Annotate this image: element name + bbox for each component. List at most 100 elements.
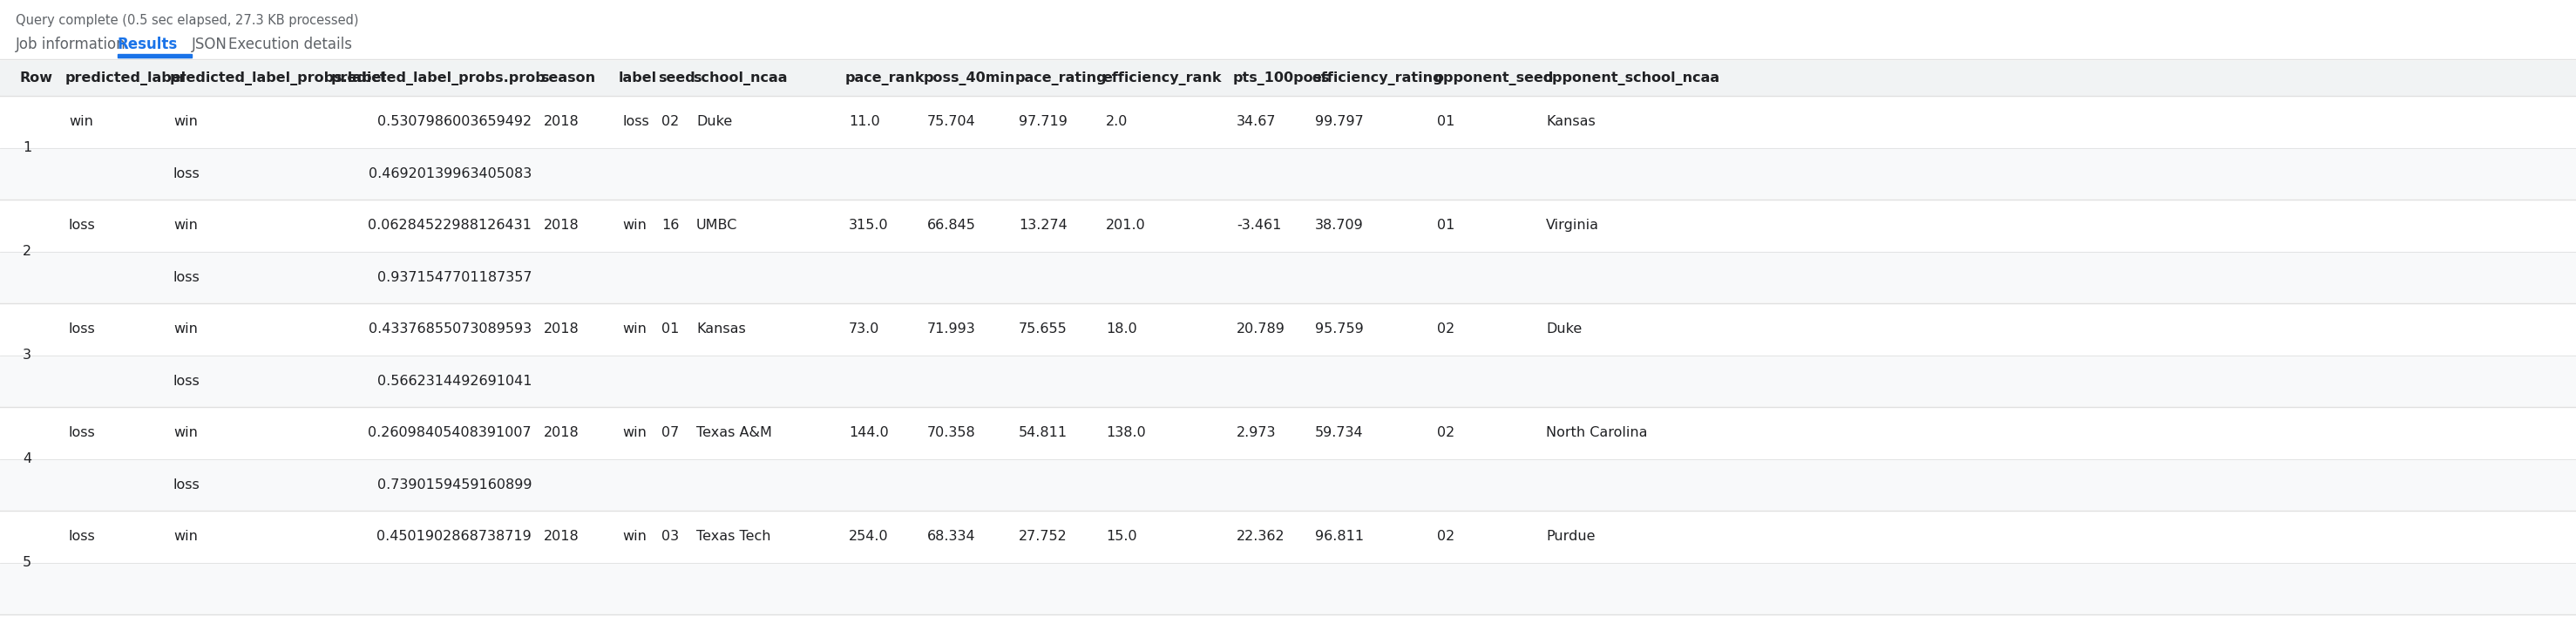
Text: 16: 16 (662, 219, 680, 232)
Text: 4: 4 (23, 452, 31, 465)
Text: 201.0: 201.0 (1105, 219, 1146, 232)
Text: Duke: Duke (1546, 323, 1582, 336)
Text: 138.0: 138.0 (1105, 426, 1146, 439)
Text: 2018: 2018 (544, 426, 580, 439)
Text: 59.734: 59.734 (1314, 426, 1363, 439)
Text: 38.709: 38.709 (1314, 219, 1363, 232)
Bar (0, 407, 2576, 459)
Bar (118, 54, 191, 57)
Text: 75.704: 75.704 (927, 115, 976, 128)
Text: 5: 5 (23, 556, 31, 569)
Text: 07: 07 (662, 426, 680, 439)
Text: loss: loss (173, 271, 201, 284)
Text: win: win (173, 323, 198, 336)
Text: efficiency_rank: efficiency_rank (1103, 72, 1221, 85)
Bar (0, 61, 2576, 96)
Text: 0.5662314492691041: 0.5662314492691041 (376, 375, 531, 387)
Text: loss: loss (623, 115, 649, 128)
Text: Row: Row (18, 72, 52, 85)
Text: 02: 02 (662, 115, 680, 128)
Text: 2018: 2018 (544, 530, 580, 543)
Text: 54.811: 54.811 (1018, 426, 1066, 439)
Text: predicted_label: predicted_label (64, 72, 185, 85)
Text: North Carolina: North Carolina (1546, 426, 1649, 439)
Bar (0, 96, 2576, 147)
Text: 2.973: 2.973 (1236, 426, 1275, 439)
Text: 0.9371547701187357: 0.9371547701187357 (376, 271, 531, 284)
Text: 22.362: 22.362 (1236, 530, 1285, 543)
Text: 0.5307986003659492: 0.5307986003659492 (376, 115, 531, 128)
Text: 0.7390159459160899: 0.7390159459160899 (376, 478, 531, 491)
Text: Purdue: Purdue (1546, 530, 1595, 543)
Bar (0, 355, 2576, 407)
Text: 0.4501902868738719: 0.4501902868738719 (376, 530, 531, 543)
Text: loss: loss (70, 530, 95, 543)
Text: 15.0: 15.0 (1105, 530, 1136, 543)
Text: 96.811: 96.811 (1314, 530, 1363, 543)
Text: 3: 3 (23, 349, 31, 362)
Text: loss: loss (70, 323, 95, 336)
Text: label: label (618, 72, 657, 85)
Text: 66.845: 66.845 (927, 219, 976, 232)
Text: seed: seed (657, 72, 696, 85)
Text: win: win (623, 426, 647, 439)
Text: predicted_label_probs.prob: predicted_label_probs.prob (332, 72, 546, 85)
Text: Virginia: Virginia (1546, 219, 1600, 232)
Text: loss: loss (173, 478, 201, 491)
Text: 144.0: 144.0 (848, 426, 889, 439)
Bar (0, 511, 2576, 563)
Text: efficiency_rating: efficiency_rating (1311, 72, 1443, 85)
Text: 2.0: 2.0 (1105, 115, 1128, 128)
Bar (0, 147, 2576, 199)
Bar (0, 199, 2576, 251)
Text: win: win (623, 530, 647, 543)
Bar (0, 304, 2576, 355)
Text: Texas Tech: Texas Tech (696, 530, 770, 543)
Bar (0, 459, 2576, 511)
Text: Duke: Duke (696, 115, 732, 128)
Text: 01: 01 (662, 323, 680, 336)
Text: school_ncaa: school_ncaa (693, 72, 788, 85)
Text: poss_40min: poss_40min (925, 72, 1015, 85)
Text: 18.0: 18.0 (1105, 323, 1136, 336)
Text: opponent_school_ncaa: opponent_school_ncaa (1543, 72, 1718, 85)
Text: season: season (541, 72, 595, 85)
Text: Query complete (0.5 sec elapsed, 27.3 KB processed): Query complete (0.5 sec elapsed, 27.3 KB… (15, 14, 358, 27)
Text: loss: loss (173, 375, 201, 387)
Text: win: win (70, 115, 93, 128)
Text: -3.461: -3.461 (1236, 219, 1280, 232)
Text: loss: loss (70, 219, 95, 232)
Text: Kansas: Kansas (1546, 115, 1595, 128)
Text: JSON: JSON (191, 36, 227, 52)
Text: predicted_label_probs.label: predicted_label_probs.label (170, 72, 386, 85)
Text: Kansas: Kansas (696, 323, 744, 336)
Text: 01: 01 (1437, 115, 1455, 128)
Text: 68.334: 68.334 (927, 530, 976, 543)
Text: 0.43376855073089593: 0.43376855073089593 (368, 323, 531, 336)
Text: 0.26098405408391007: 0.26098405408391007 (368, 426, 531, 439)
Text: 315.0: 315.0 (848, 219, 889, 232)
Text: pts_100poss: pts_100poss (1234, 72, 1329, 85)
Text: win: win (173, 530, 198, 543)
Text: 02: 02 (1437, 530, 1455, 543)
Text: pace_rank: pace_rank (845, 72, 925, 85)
Text: 2018: 2018 (544, 323, 580, 336)
Text: 02: 02 (1437, 426, 1455, 439)
Text: 03: 03 (662, 530, 680, 543)
Text: 2: 2 (23, 245, 31, 258)
Text: 1: 1 (23, 141, 31, 154)
Text: 0.46920139963405083: 0.46920139963405083 (368, 167, 531, 180)
Text: 75.655: 75.655 (1018, 323, 1066, 336)
Text: 97.719: 97.719 (1018, 115, 1066, 128)
Text: 01: 01 (1437, 219, 1455, 232)
Text: 02: 02 (1437, 323, 1455, 336)
Text: Results: Results (118, 36, 178, 52)
Text: 73.0: 73.0 (848, 323, 878, 336)
Text: 20.789: 20.789 (1236, 323, 1285, 336)
Text: win: win (173, 219, 198, 232)
Text: loss: loss (70, 426, 95, 439)
Text: pace_rating: pace_rating (1015, 72, 1108, 85)
Text: 70.358: 70.358 (927, 426, 976, 439)
Text: 254.0: 254.0 (848, 530, 889, 543)
Text: 95.759: 95.759 (1314, 323, 1363, 336)
